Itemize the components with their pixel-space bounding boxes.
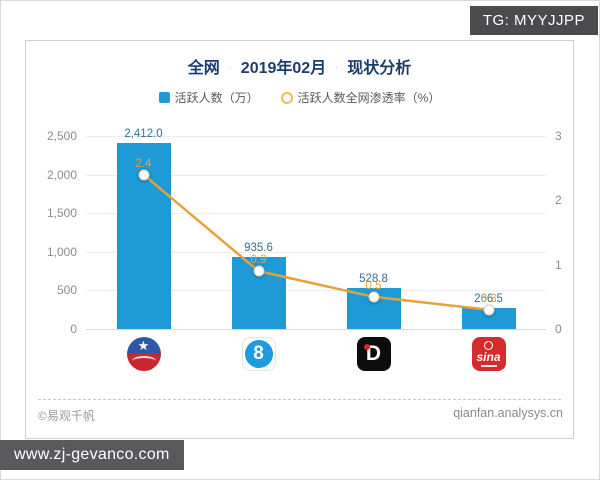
bar-value-label: 2,412.0 [124, 127, 163, 140]
eight-glyph: 8 [244, 340, 273, 368]
idaily-logo-icon[interactable]: D [356, 337, 391, 371]
line-value-label: 0.9 [250, 254, 267, 267]
sina-logo-icon[interactable]: sina [471, 337, 506, 371]
bottom-watermark-badge: www.zj-gevanco.com [0, 440, 184, 470]
title-separator-icon: · [335, 62, 339, 72]
line-point-marker[interactable] [138, 169, 149, 181]
line-series-swatch-icon [280, 91, 293, 104]
category-slot[interactable]: sina [471, 337, 506, 371]
bottom-watermark-label: www.zj-gevanco.com [14, 446, 170, 463]
line-point-marker[interactable] [253, 265, 264, 277]
gridline [86, 136, 546, 137]
line-value-label: 0.5 [365, 279, 382, 292]
line-value-label: 0.3 [480, 292, 497, 305]
line-point-marker[interactable] [368, 291, 379, 303]
right-axis-tick: 2 [555, 193, 562, 208]
category-slot[interactable]: 8 [241, 337, 276, 371]
bar-value-label: 935.6 [244, 241, 273, 254]
star-glyph: ★ [137, 338, 150, 353]
legend-label: 活跃人数全网渗透率（%） [297, 91, 441, 105]
chart-title: 全网 · 2019年02月 · 现状分析 [26, 54, 573, 78]
bar-value-label: 266.5 [474, 293, 503, 306]
title-segment-scope: 全网 [187, 60, 220, 77]
line-value-label: 2.4 [135, 157, 152, 170]
penetration-line [142, 173, 490, 311]
right-axis-tick: 3 [555, 129, 562, 143]
gridline [86, 251, 546, 253]
left-axis-tick: 2,000 [46, 167, 77, 182]
category-slot[interactable]: D [356, 337, 391, 371]
legend-item-penetration-rate[interactable]: 活跃人数全网渗透率（%） [280, 89, 441, 106]
gridline [86, 174, 546, 176]
category-slot[interactable]: ★ [126, 337, 161, 371]
left-axis-tick: 1,000 [46, 244, 77, 259]
plot-area: 0 500 1,000 1,500 2,000 2,500 0 1 2 3 2,412.0 935.6… [47, 128, 562, 336]
gridline [86, 329, 546, 330]
gridline [86, 213, 546, 215]
left-axis-tick: 0 [70, 322, 77, 336]
legend-item-active-users[interactable]: 活跃人数（万） [158, 89, 259, 106]
title-segment-type: 现状分析 [347, 60, 412, 77]
chart-card: 全网 · 2019年02月 · 现状分析 活跃人数（万） 活跃人数全网渗透率（%） 0 5… [25, 40, 574, 439]
bar-series-swatch-icon [158, 92, 170, 103]
bar-value-label: 528.8 [359, 273, 388, 286]
d-glyph: D [365, 342, 382, 365]
top-watermark-badge: TG: MYYJJPP [469, 6, 598, 35]
x-axis-icon-row: ★ 8 D sina [86, 337, 546, 377]
line-point-marker[interactable] [483, 304, 494, 316]
right-axis-tick: 1 [555, 257, 562, 272]
footer-divider [38, 399, 561, 400]
title-segment-period: 2019年02月 [240, 60, 327, 77]
title-separator-icon: · [228, 62, 232, 72]
right-axis-tick: 0 [555, 322, 562, 336]
bar-active-users[interactable] [461, 308, 516, 329]
sina-glyph: sina [476, 350, 501, 364]
chart-legend: 活跃人数（万） 活跃人数全网渗透率（%） [26, 89, 573, 106]
copyright-text: ©易观千帆 [38, 409, 95, 423]
eight-badge-logo-icon[interactable]: 8 [241, 337, 276, 371]
globe-star-logo-icon[interactable]: ★ [126, 337, 161, 371]
top-watermark-label: TG: MYYJJPP [482, 12, 585, 29]
left-axis-tick: 1,500 [46, 206, 77, 221]
gridline [86, 290, 546, 292]
left-axis-tick: 500 [56, 283, 77, 298]
source-link[interactable]: qianfan.analysys.cn [453, 406, 563, 420]
legend-label: 活跃人数（万） [174, 91, 259, 105]
left-axis-tick: 2,500 [46, 129, 77, 143]
